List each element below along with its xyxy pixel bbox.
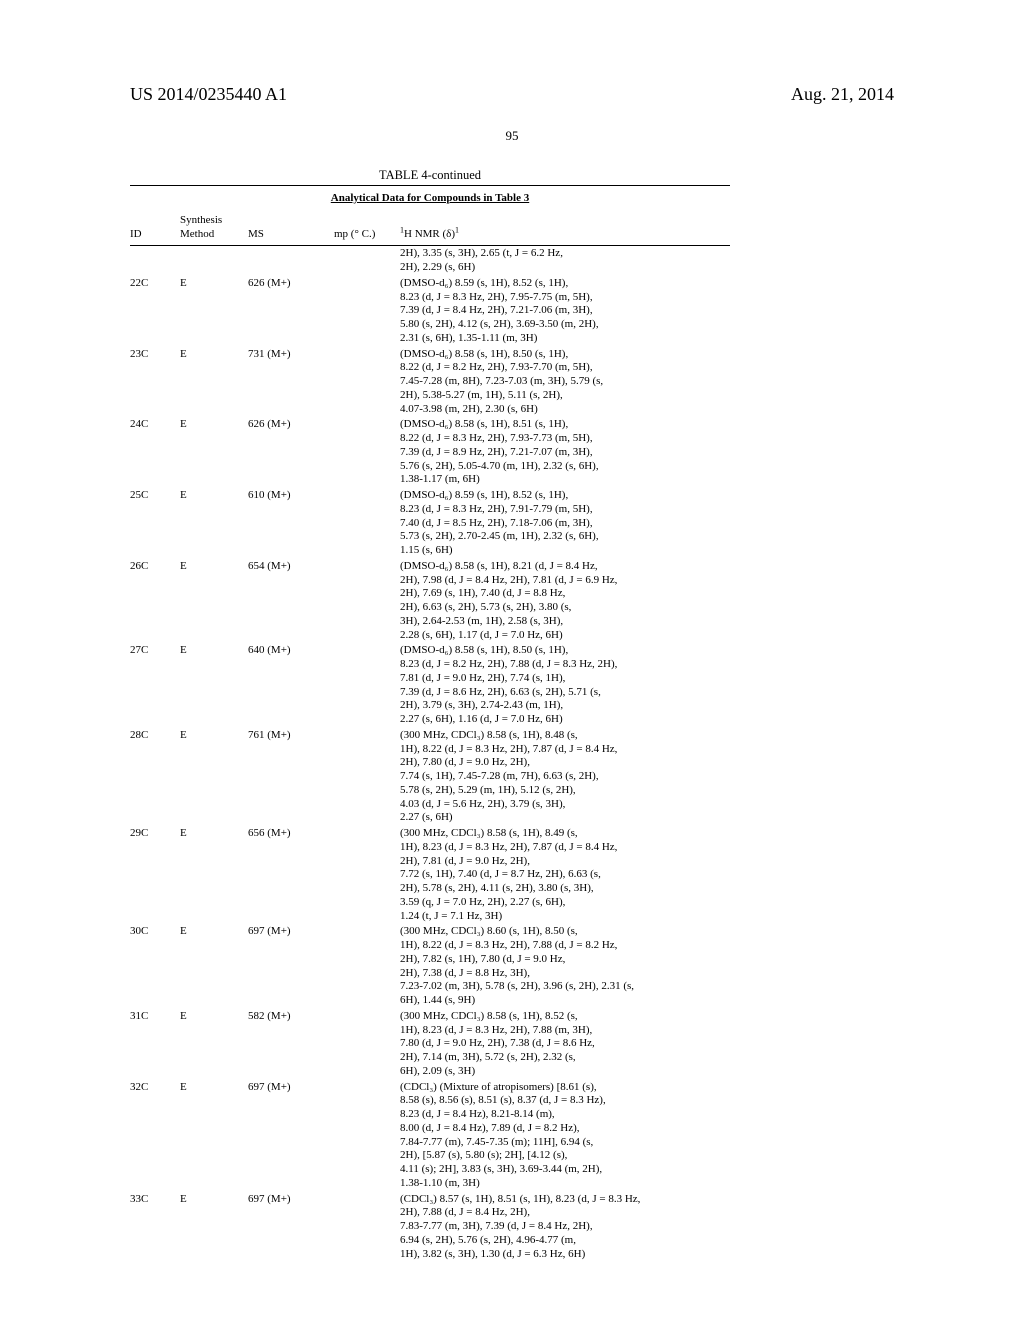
cell-ms: 731 (M+) [248,347,334,418]
table-row: 30CE697 (M+) (300 MHz, CDCl₃) 8.60 (s, 1H… [130,924,730,1009]
table-row: 26CE654 (M+) (DMSO-d₆) 8.58 (s, 1H), 8.21… [130,559,730,644]
table-title: TABLE 4-continued [130,168,730,183]
cell-ms [248,246,334,276]
cell-id: 29C [130,826,180,924]
cell-ms: 697 (M+) [248,1192,334,1263]
cell-method: E [180,826,248,924]
cell-mp [334,559,400,644]
nmr-sup-2: 1 [455,225,459,234]
cell-id: 26C [130,559,180,644]
cell-id: 28C [130,728,180,826]
cell-id: 32C [130,1080,180,1192]
cell-ms: 640 (M+) [248,643,334,728]
cell-nmr: (CDCl₃) (Mixture of atropisomers) [8.61 … [400,1080,730,1192]
cell-mp [334,643,400,728]
cell-nmr: (CDCl₃) 8.57 (s, 1H), 8.51 (s, 1H), 8.23… [400,1192,730,1263]
cell-method: E [180,276,248,347]
table-row: 2H), 3.35 (s, 3H), 2.65 (t, J = 6.2 Hz, … [130,246,730,276]
cell-method: E [180,1080,248,1192]
cell-nmr: (300 MHz, CDCl₃) 8.58 (s, 1H), 8.48 (s, … [400,728,730,826]
col-ms-header: MS [248,210,334,246]
cell-ms: 582 (M+) [248,1009,334,1080]
analytical-data-table: TABLE 4-continued Analytical Data for Co… [130,168,730,1262]
cell-id: 23C [130,347,180,418]
cell-ms: 697 (M+) [248,924,334,1009]
table-row: 33CE697 (M+) (CDCl₃) 8.57 (s, 1H), 8.51 (… [130,1192,730,1263]
cell-nmr: 2H), 3.35 (s, 3H), 2.65 (t, J = 6.2 Hz, … [400,246,730,276]
table-row: 31CE582 (M+) (300 MHz, CDCl₃) 8.58 (s, 1H… [130,1009,730,1080]
table-row: 23CE731 (M+) (DMSO-d₆) 8.58 (s, 1H), 8.50… [130,347,730,418]
cell-method: E [180,488,248,559]
cell-id: 24C [130,417,180,488]
cell-mp [334,1009,400,1080]
cell-method [180,246,248,276]
table-row: 24CE626 (M+) (DMSO-d₆) 8.58 (s, 1H), 8.51… [130,417,730,488]
cell-ms: 761 (M+) [248,728,334,826]
patent-number: US 2014/0235440 A1 [130,84,287,105]
cell-ms: 656 (M+) [248,826,334,924]
cell-method: E [180,347,248,418]
table-row: 22CE626 (M+) (DMSO-d₆) 8.59 (s, 1H), 8.52… [130,276,730,347]
cell-ms: 654 (M+) [248,559,334,644]
cell-nmr: (DMSO-d₆) 8.59 (s, 1H), 8.52 (s, 1H), 8.… [400,488,730,559]
patent-date: Aug. 21, 2014 [791,84,894,105]
cell-id [130,246,180,276]
cell-mp [334,826,400,924]
cell-id: 27C [130,643,180,728]
cell-id: 25C [130,488,180,559]
col-nmr-header: 1H NMR (δ)1 [400,210,730,246]
cell-mp [334,276,400,347]
cell-ms: 626 (M+) [248,417,334,488]
cell-method: E [180,559,248,644]
table-row: 28CE761 (M+) (300 MHz, CDCl₃) 8.58 (s, 1H… [130,728,730,826]
cell-mp [334,1192,400,1263]
cell-method: E [180,417,248,488]
cell-nmr: (DMSO-d₆) 8.58 (s, 1H), 8.50 (s, 1H), 8.… [400,347,730,418]
cell-method: E [180,728,248,826]
col-id-header: ID [130,210,180,246]
table-row: 25CE610 (M+) (DMSO-d₆) 8.59 (s, 1H), 8.52… [130,488,730,559]
cell-id: 30C [130,924,180,1009]
table-subtitle: Analytical Data for Compounds in Table 3 [130,186,730,206]
cell-method: E [180,924,248,1009]
table-row: 32CE697 (M+) (CDCl₃) (Mixture of atropiso… [130,1080,730,1192]
cell-nmr: (DMSO-d₆) 8.58 (s, 1H), 8.50 (s, 1H), 8.… [400,643,730,728]
cell-ms: 610 (M+) [248,488,334,559]
cell-id: 22C [130,276,180,347]
table-row: 27CE640 (M+) (DMSO-d₆) 8.58 (s, 1H), 8.50… [130,643,730,728]
cell-id: 33C [130,1192,180,1263]
cell-nmr: (DMSO-d₆) 8.59 (s, 1H), 8.52 (s, 1H), 8.… [400,276,730,347]
cell-id: 31C [130,1009,180,1080]
cell-method: E [180,643,248,728]
cell-mp [334,728,400,826]
cell-nmr: (300 MHz, CDCl₃) 8.58 (s, 1H), 8.49 (s, … [400,826,730,924]
data-table: Analytical Data for Compounds in Table 3… [130,185,730,1262]
cell-mp [334,488,400,559]
cell-nmr: (300 MHz, CDCl₃) 8.60 (s, 1H), 8.50 (s, … [400,924,730,1009]
cell-nmr: (DMSO-d₆) 8.58 (s, 1H), 8.51 (s, 1H), 8.… [400,417,730,488]
cell-method: E [180,1009,248,1080]
col-mp-header: mp (° C.) [334,210,400,246]
table-row: 29CE656 (M+) (300 MHz, CDCl₃) 8.58 (s, 1H… [130,826,730,924]
cell-mp [334,924,400,1009]
cell-ms: 626 (M+) [248,276,334,347]
cell-method: E [180,1192,248,1263]
page-number: 95 [0,128,1024,144]
cell-mp [334,347,400,418]
cell-ms: 697 (M+) [248,1080,334,1192]
cell-mp [334,1080,400,1192]
nmr-label: H NMR (δ) [404,228,455,240]
cell-nmr: (DMSO-d₆) 8.58 (s, 1H), 8.21 (d, J = 8.4… [400,559,730,644]
cell-mp [334,246,400,276]
cell-mp [334,417,400,488]
col-method-header: Synthesis Method [180,210,248,246]
cell-nmr: (300 MHz, CDCl₃) 8.58 (s, 1H), 8.52 (s, … [400,1009,730,1080]
